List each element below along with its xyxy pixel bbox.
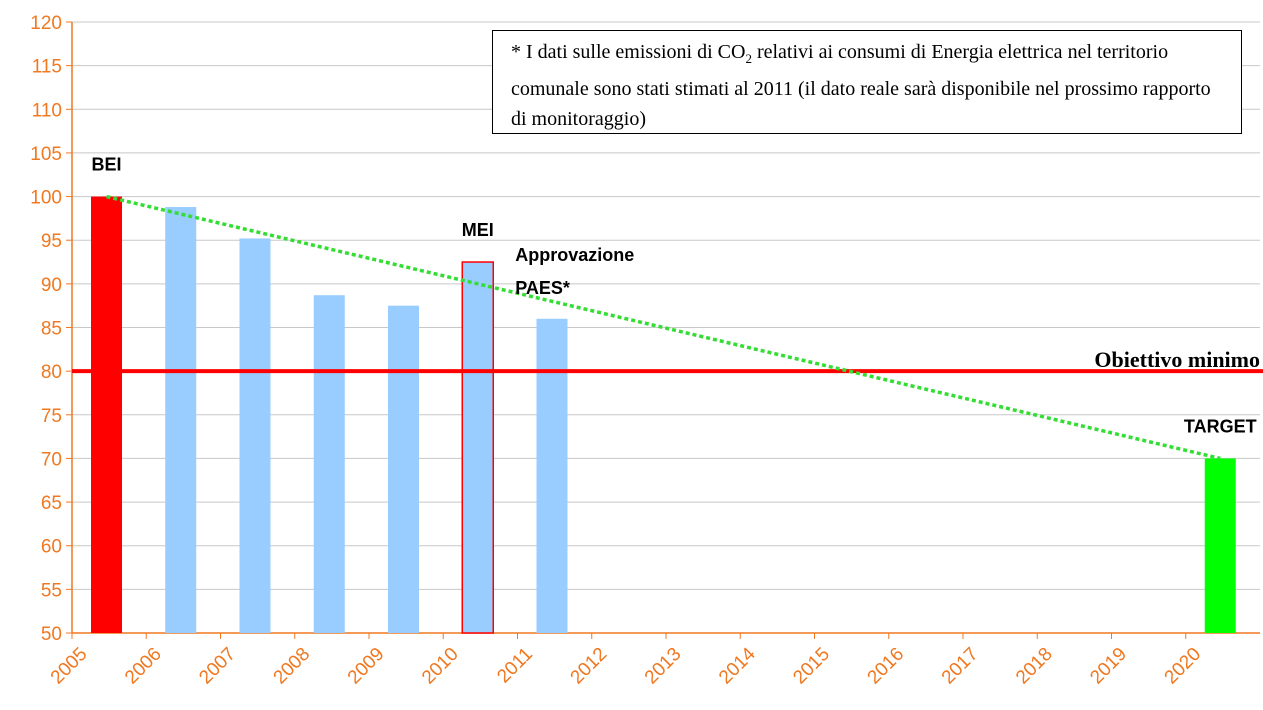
note-box: * I dati sulle emissioni di CO2 relativi… — [492, 30, 1242, 134]
y-tick-label: 85 — [41, 319, 62, 340]
annotation: PAES* — [515, 278, 570, 298]
x-tick-label: 2011 — [493, 644, 537, 688]
bar — [388, 305, 419, 633]
annotation: Approvazione — [515, 245, 634, 265]
y-tick-label: 95 — [41, 231, 62, 252]
x-tick-label: 2020 — [1161, 644, 1206, 689]
y-tick-label: 70 — [41, 449, 62, 470]
y-tick-label: 100 — [30, 188, 62, 209]
x-tick-label: 2006 — [121, 644, 166, 689]
y-tick-label: 75 — [41, 406, 62, 427]
bar — [239, 238, 271, 633]
x-tick-label: 2008 — [270, 644, 315, 689]
annotation: BEI — [91, 155, 121, 175]
x-tick-label: 2018 — [1012, 644, 1057, 689]
y-tick-label: 105 — [30, 144, 62, 165]
trend-line — [106, 194, 1221, 461]
bar — [1204, 458, 1236, 633]
reference-line-label: Obiettivo minimo — [1094, 347, 1260, 372]
bar — [536, 318, 568, 633]
x-tick-label: 2013 — [641, 644, 686, 689]
x-tick-label: 2017 — [938, 644, 983, 689]
bar — [313, 295, 345, 633]
bar — [165, 207, 197, 633]
y-tick-label: 50 — [41, 624, 62, 645]
x-tick-label: 2012 — [567, 644, 612, 689]
note-subscript: 2 — [745, 51, 752, 66]
bar — [461, 261, 494, 634]
x-tick-label: 2005 — [47, 644, 92, 689]
y-tick-label: 115 — [32, 57, 62, 78]
x-tick-label: 2010 — [418, 644, 463, 689]
y-tick-label: 90 — [41, 275, 62, 296]
annotation: MEI — [462, 220, 494, 240]
x-tick-label: 2019 — [1086, 644, 1131, 689]
note-text: relativi ai consumi di Energia elettrica… — [511, 41, 1211, 130]
x-tick-label: 2014 — [715, 643, 760, 688]
x-tick-label: 2009 — [344, 644, 389, 689]
y-tick-label: 55 — [41, 580, 62, 601]
bar — [91, 196, 122, 634]
y-tick-label: 110 — [32, 100, 62, 121]
x-tick-label: 2016 — [864, 644, 909, 689]
y-tick-label: 120 — [30, 13, 62, 34]
x-tick-label: 2007 — [195, 644, 240, 689]
y-tick-label: 65 — [41, 493, 62, 514]
x-tick-label: 2015 — [789, 644, 834, 689]
annotation: TARGET — [1184, 416, 1257, 436]
note-text: * I dati sulle emissioni di CO — [511, 41, 746, 63]
y-tick-label: 80 — [41, 362, 62, 383]
y-tick-label: 60 — [41, 537, 62, 558]
